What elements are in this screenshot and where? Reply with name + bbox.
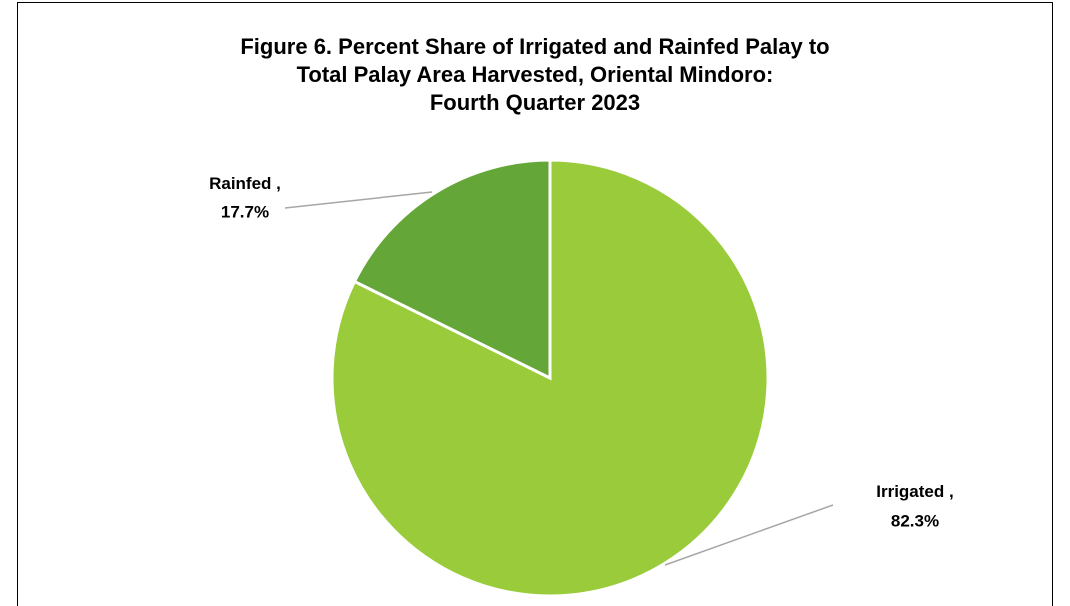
value-label: 82.3%: [891, 511, 939, 530]
data-label: Rainfed ,: [209, 174, 281, 193]
category-name: Rainfed: [209, 174, 271, 193]
leader-line: [664, 504, 834, 566]
chart-title: Figure 6. Percent Share of Irrigated and…: [240, 34, 829, 59]
chart-title: Total Palay Area Harvested, Oriental Min…: [297, 62, 774, 87]
pie-slice: [352, 158, 552, 381]
data-label: Irrigated ,: [876, 482, 954, 501]
label-separator: ,: [276, 174, 281, 193]
leader-line: [284, 191, 433, 209]
category-name: Irrigated: [876, 482, 944, 501]
value-label: 17.7%: [221, 202, 269, 221]
chart-title: Fourth Quarter 2023: [430, 90, 640, 115]
label-separator: ,: [949, 482, 954, 501]
